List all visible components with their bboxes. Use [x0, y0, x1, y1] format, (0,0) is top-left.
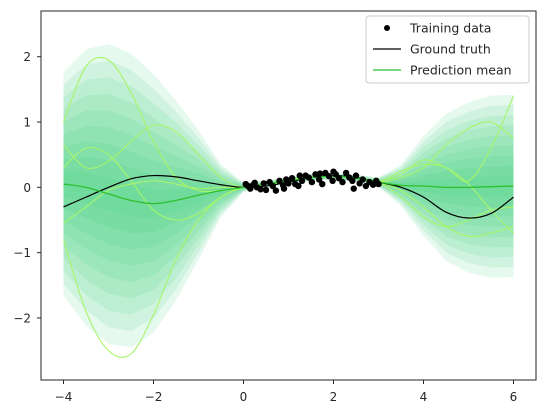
- confidence-band: [63, 141, 514, 250]
- legend-prediction-mean-label: Prediction mean: [410, 63, 512, 78]
- y-tick-label: −1: [13, 246, 31, 260]
- confidence-band: [63, 77, 514, 315]
- legend-training-data-marker: [384, 25, 390, 31]
- training-data-point: [288, 174, 296, 182]
- training-data-point: [276, 177, 283, 185]
- training-data-point: [251, 179, 258, 186]
- confidence-bands: [63, 43, 514, 348]
- training-data-point: [319, 180, 326, 188]
- training-data-point: [269, 182, 276, 190]
- training-data-point: [375, 180, 382, 188]
- y-tick-label: 0: [23, 181, 31, 195]
- legend-ground-truth-label: Ground truth: [410, 42, 491, 57]
- plot-frame: [40, 10, 537, 381]
- x-tick-label: 0: [240, 390, 248, 404]
- training-data-point: [325, 173, 333, 180]
- training-data-point: [260, 180, 267, 187]
- y-axis: −2 −1 0 1 2: [13, 50, 41, 325]
- training-data-point: [308, 178, 316, 186]
- training-data-point: [359, 176, 366, 183]
- confidence-band: [63, 125, 514, 266]
- x-tick-label: −4: [55, 390, 73, 404]
- legend-box: [365, 15, 530, 84]
- training-data-points: [242, 168, 382, 194]
- training-data-point: [349, 177, 356, 185]
- training-data-point: [329, 177, 336, 185]
- x-tick-label: 6: [510, 390, 518, 404]
- confidence-band: [63, 171, 514, 219]
- training-data-point: [296, 172, 303, 179]
- training-data-point: [272, 187, 280, 194]
- training-data-point: [295, 182, 302, 190]
- confidence-band: [63, 156, 514, 234]
- training-data-point: [342, 169, 350, 177]
- confidence-band: [63, 43, 514, 348]
- x-axis: −4 −2 0 2 4 6: [55, 380, 518, 404]
- confidence-band: [63, 110, 514, 283]
- training-data-point: [315, 176, 323, 183]
- legend: Training data Ground truth Prediction me…: [365, 15, 530, 84]
- training-data-point: [350, 185, 357, 192]
- legend-training-data-label: Training data: [409, 21, 491, 36]
- training-data-point: [352, 172, 360, 179]
- y-tick-label: 2: [23, 50, 31, 64]
- y-tick-label: −2: [13, 311, 31, 325]
- training-data-point: [316, 170, 324, 177]
- training-data-point: [305, 174, 312, 181]
- training-data-point: [330, 168, 337, 175]
- x-tick-label: 2: [330, 390, 338, 404]
- training-data-point: [285, 180, 292, 187]
- confidence-band: [63, 93, 514, 299]
- y-tick-label: 1: [23, 116, 31, 130]
- training-data-point: [262, 186, 270, 194]
- x-tick-label: 4: [420, 390, 428, 404]
- confidence-band: [63, 60, 514, 332]
- training-data-point: [280, 185, 288, 192]
- training-data-point: [339, 178, 346, 186]
- x-tick-label: −2: [145, 390, 163, 404]
- training-data-point: [257, 186, 264, 193]
- training-data-point: [298, 177, 306, 185]
